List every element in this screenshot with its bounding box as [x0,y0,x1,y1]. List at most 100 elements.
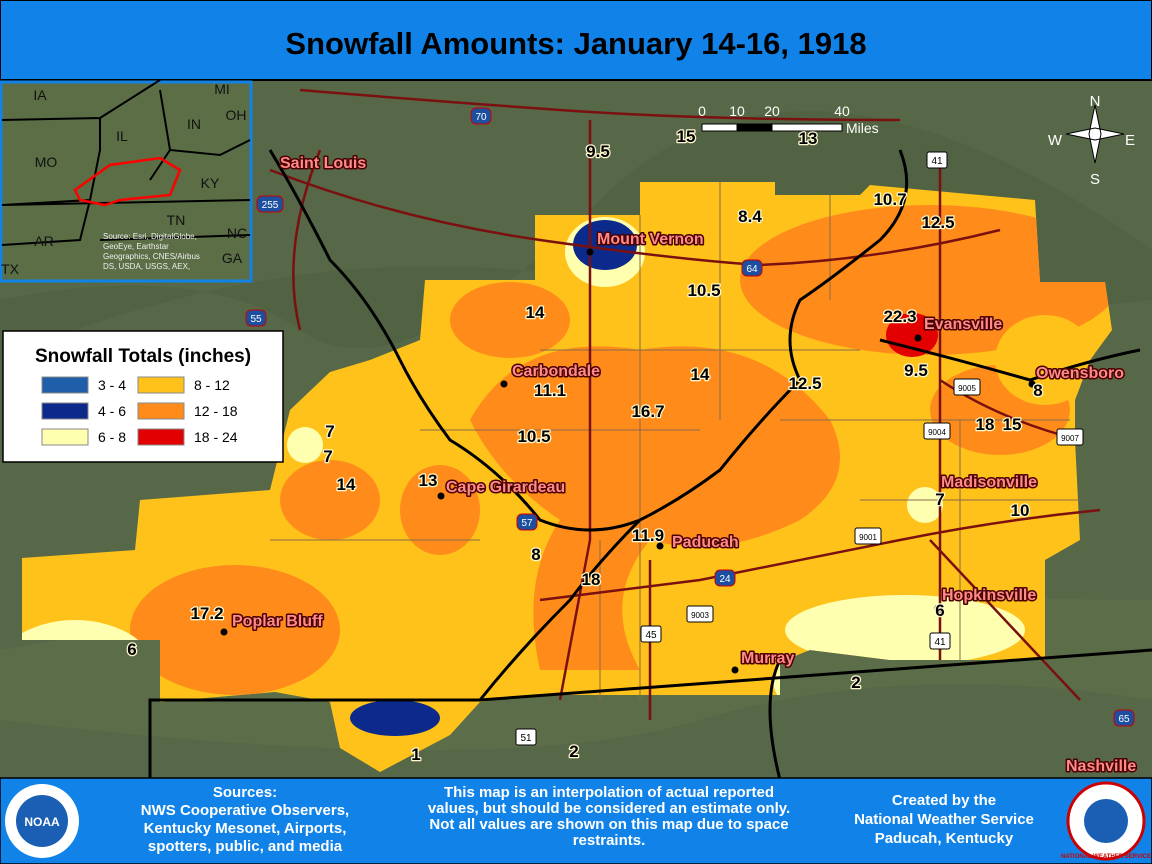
highway-shield [714,569,736,587]
band-12-18 [130,565,340,695]
highway-label: 9005 [958,384,976,393]
highway-label: 55 [250,314,262,325]
highway-label: 9004 [928,428,946,437]
highway-shield [1056,428,1084,446]
footer-disclaimer: restraints. [573,832,646,849]
compass-rose [1065,104,1125,164]
band-12-18 [470,346,840,670]
legend-label: 4 - 6 [98,403,126,419]
highway-label: 65 [1118,714,1130,725]
legend-swatch [137,376,185,394]
city-label: Paducah [672,534,739,551]
snowfall-value: 7 [323,447,332,466]
highway-shield [686,605,714,623]
band-6-8 [287,427,323,463]
highway-label: 45 [645,630,657,641]
band-12-18 [450,282,570,358]
highway-label: 9001 [859,533,877,542]
band-12-18 [280,460,380,540]
footer-sources: Sources: [213,784,277,801]
snowfall-value: 2 [569,742,578,761]
city-label: Hopkinsville [942,587,1036,604]
snowfall-value: 18 [976,415,995,434]
snowfall-value: 10.7 [873,190,906,209]
city-dot [586,248,594,256]
snowfall-value: 12.5 [788,374,821,393]
highway-label: 41 [931,156,943,167]
city-label: Nashville [1066,758,1136,775]
compass: N E S W [1048,93,1135,188]
city-label: Madisonville [941,474,1037,491]
inset-state-label: AR [34,233,53,249]
highway-shield [854,527,882,545]
city-label: Mount Vernon [597,231,704,248]
city-dot [1028,380,1036,388]
footer-sources: NWS Cooperative Observers, [141,802,349,819]
highway-shield [515,728,537,746]
snowfall-shading [22,182,1112,772]
highway-label: 24 [719,574,731,585]
legend-swatch [41,402,89,420]
footer-sources: Kentucky Mesonet, Airports, [144,820,347,837]
snowfall-value: 13 [419,471,438,490]
city-dot [656,542,664,550]
legend-swatch [41,376,89,394]
snowfall-value: 6 [935,601,944,620]
snowfall-value: 9.5 [904,361,928,380]
snowfall-value: 18 [582,570,601,589]
footer-bar [0,777,1152,864]
inset-map: IA MI OH IL IN MO KY TN NC AR GA TX Source: Esri, D… [0,79,253,283]
highway-label: 51 [520,733,532,744]
highway-shield [640,625,662,643]
inset-state-label: IL [116,128,128,144]
highway-label: 9007 [1061,434,1079,443]
state-borders [148,149,1152,790]
snowfall-value: 2 [851,673,860,692]
city-dot [220,628,228,636]
noaa-logo-inner [16,795,68,847]
highway-label: 9003 [691,611,709,620]
inset-source-text: GeoEye, Earthstar [103,242,169,251]
scale-label: 20 [764,103,780,119]
snowfall-value: 22.3 [883,307,916,326]
city-label: Poplar Bluff [232,613,323,630]
inset-source-text: Geographics, CNES/Airbus [103,252,200,261]
city-label: Carbondale [512,363,600,380]
snowfall-value: 16.7 [631,402,664,421]
snowfall-value: 8.4 [738,207,762,226]
legend-swatch [137,428,185,446]
city-label: Owensboro [1036,365,1124,382]
city-dot [437,492,445,500]
nws-logo-text: NATIONAL WEATHER SERVICE [1061,854,1151,860]
snowfall-value: 14 [337,475,356,494]
band-12-18 [740,205,1112,355]
legend-label: 3 - 4 [98,377,126,393]
inset-state-label: IA [33,87,47,103]
inset-state-label: KY [201,175,220,191]
snowfall-value: 11.9 [632,526,664,545]
city-label: Murray [741,650,794,667]
legend-label: 8 - 12 [194,377,230,393]
highway-label: 41 [934,637,946,648]
boundaries [148,88,1152,790]
band-6-8 [785,595,1025,665]
inset-state-label: GA [222,250,243,266]
highway-label: 57 [521,518,533,529]
city-label: Cape Girardeau [446,479,565,496]
inset-state-label: MO [35,154,58,170]
city-label: Saint Louis [280,155,366,172]
inset-source-text: Source: Esri, DigitalGlobe, [103,232,197,241]
snowfall-value: 13 [799,129,818,148]
nws-logo-inner [1084,799,1128,843]
city-dot [500,380,508,388]
scale-bar-segment [737,124,772,131]
legend-swatch [41,428,89,446]
scale-unit: Miles [846,120,879,136]
highway-label: 255 [262,200,279,211]
compass-letter: N [1090,93,1101,110]
footer-disclaimer: values, but should be considered an esti… [428,800,790,817]
footer-credit: National Weather Service [854,811,1034,828]
footer-credit: Paducah, Kentucky [875,830,1014,847]
